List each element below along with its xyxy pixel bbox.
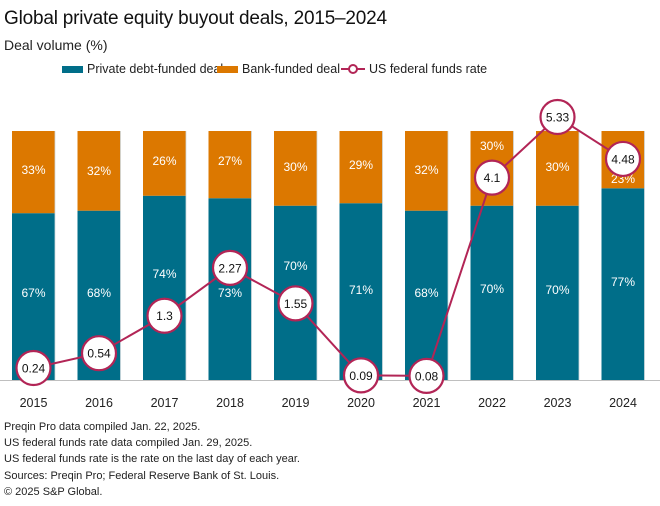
rate-marker [15, 349, 52, 387]
legend: Private debt-funded deal Bank-funded dea… [0, 62, 660, 80]
note-line: Sources: Preqin Pro; Federal Reserve Ban… [4, 469, 280, 482]
bar-label-bank: 32% [414, 163, 438, 177]
rate-marker [473, 159, 511, 196]
x-tick-label: 2017 [151, 396, 179, 410]
rate-label: 0.09 [349, 369, 373, 383]
rate-line [33, 115, 624, 377]
bar-label-private-debt: 68% [87, 286, 111, 300]
chart-plot: 67% 33% 2015 68% 32% 2016 74% 26% 2017 73% 27% 2018… [0, 98, 660, 410]
bar-label-private-debt: 77% [611, 275, 635, 289]
bar-bank [536, 131, 579, 206]
bar-private-debt [143, 195, 186, 380]
legend-label: Private debt-funded deal [87, 62, 224, 76]
rate-label: 0.08 [415, 369, 439, 383]
rate-marker [211, 249, 249, 286]
bar-private-debt [339, 203, 383, 380]
x-tick-label: 2020 [347, 396, 375, 410]
x-tick-label: 2018 [216, 396, 244, 410]
rate-label: 4.48 [611, 152, 635, 166]
x-tick-label: 2019 [282, 396, 310, 410]
x-tick-label: 2024 [609, 396, 637, 410]
x-tick-label: 2021 [413, 396, 441, 410]
bar-label-bank: 30% [480, 139, 504, 153]
legend-label: US federal funds rate [369, 62, 488, 76]
bar-bank [143, 131, 186, 196]
rate-marker [342, 357, 380, 394]
bar-bank [339, 131, 383, 204]
bar-label-private-debt: 70% [283, 259, 307, 273]
legend-item-bank: Bank-funded deal [217, 62, 340, 76]
rate-label: 5.33 [546, 111, 570, 125]
legend-item-private-debt: Private debt-funded deal [62, 62, 223, 76]
bar-bank [208, 131, 252, 199]
bar-private-debt [536, 205, 579, 380]
bar-label-private-debt: 73% [218, 286, 242, 300]
note-line: © 2025 S&P Global. [4, 485, 103, 498]
bar-label-bank: 30% [545, 160, 569, 174]
bar-bank [77, 131, 121, 211]
rate-marker [408, 357, 445, 394]
rate-label: 2.27 [218, 261, 242, 275]
rate-label: 1.55 [284, 297, 308, 311]
bar-label-bank: 27% [218, 154, 242, 168]
x-tick-label: 2016 [85, 396, 113, 410]
bar-private-debt [601, 188, 645, 380]
bar-bank [12, 131, 55, 214]
rate-marker [146, 297, 183, 334]
source-notes: Preqin Pro data compiled Jan. 22, 2025. … [4, 419, 300, 500]
rate-marker [277, 285, 314, 322]
bar-label-bank: 33% [21, 163, 45, 177]
rate-label: 4.1 [484, 171, 501, 185]
rate-label: 0.24 [22, 362, 46, 376]
line-marker-icon [341, 64, 365, 74]
x-tick-label: 2023 [544, 396, 572, 410]
legend-swatch-private-debt [62, 65, 83, 73]
legend-item-rate: US federal funds rate [341, 62, 487, 76]
x-tick-label: 2015 [20, 396, 48, 410]
chart-title: Global private equity buyout deals, 2015… [4, 8, 387, 29]
bar-private-debt [470, 205, 514, 380]
rate-marker [539, 98, 576, 136]
rate-marker [80, 335, 118, 372]
legend-label: Bank-funded deal [242, 62, 340, 76]
bar-label-private-debt: 67% [21, 286, 45, 300]
bar-private-debt [405, 210, 448, 380]
bar-label-private-debt: 71% [349, 283, 373, 297]
bar-bank [405, 131, 448, 211]
bar-bank [274, 131, 317, 206]
bar-label-private-debt: 70% [480, 282, 504, 296]
chart-subtitle: Deal volume (%) [4, 37, 108, 53]
note-line: Preqin Pro data compiled Jan. 22, 2025. [4, 421, 201, 433]
bar-label-bank: 29% [349, 158, 373, 172]
rate-label: 0.54 [87, 347, 111, 361]
bar-private-debt [208, 198, 252, 380]
bar-label-bank: 32% [87, 164, 111, 178]
rate-label: 1.3 [156, 309, 173, 323]
note-line: US federal funds rate data compiled Jan.… [4, 437, 253, 450]
rate-marker [604, 140, 642, 178]
note-line: US federal funds rate is the rate on the… [4, 453, 300, 466]
legend-swatch-bank [217, 65, 238, 73]
bar-label-bank: 26% [152, 154, 176, 168]
bar-label-private-debt: 68% [414, 286, 438, 300]
bar-label-private-debt: 74% [152, 267, 176, 281]
bar-label-bank: 30% [283, 160, 307, 174]
x-tick-label: 2022 [478, 396, 506, 410]
bar-label-private-debt: 70% [545, 283, 569, 297]
